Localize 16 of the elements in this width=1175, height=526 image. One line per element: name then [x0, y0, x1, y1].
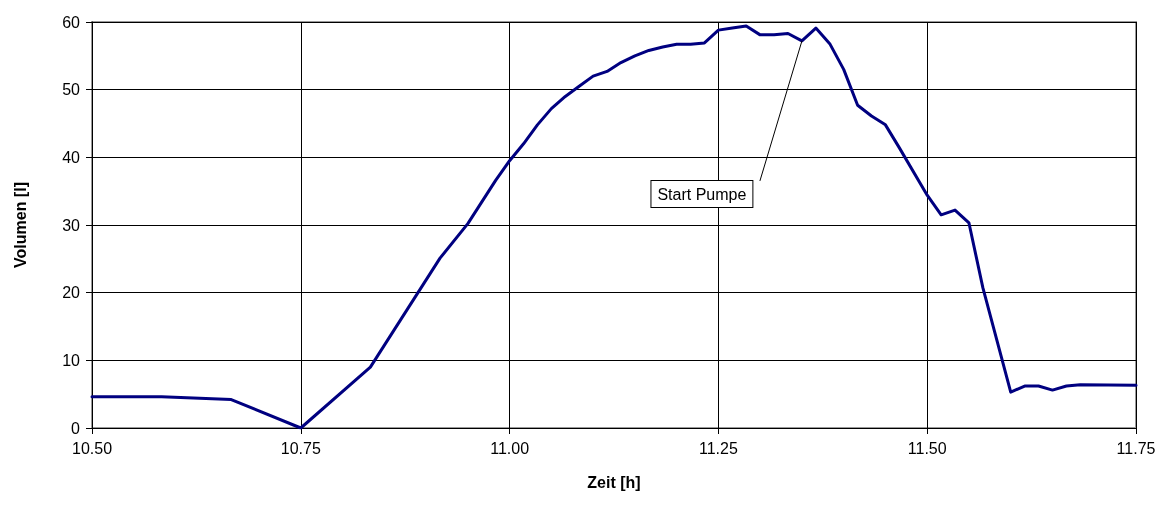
- x-tick-label: 10.50: [71, 439, 113, 457]
- y-axis-title: Volumen [l]: [11, 182, 29, 268]
- x-tick-label: 10.75: [280, 439, 321, 457]
- y-tick-label: 20: [62, 284, 81, 302]
- x-tick-label: 11.50: [907, 439, 947, 457]
- x-axis-title: Zeit [h]: [587, 473, 641, 491]
- y-tick-label: 50: [62, 81, 81, 99]
- x-tick-label: 11.00: [490, 439, 530, 457]
- x-tick-label: 11.25: [698, 439, 738, 457]
- y-tick-label: 30: [62, 216, 81, 234]
- y-tick-label: 10: [62, 351, 81, 369]
- y-tick-label: 60: [62, 13, 81, 31]
- x-tick-label: 11.75: [1116, 439, 1156, 457]
- y-tick-label: 40: [62, 148, 81, 166]
- annotation: Start Pumpe: [657, 186, 747, 204]
- y-tick-label: 0: [71, 419, 81, 437]
